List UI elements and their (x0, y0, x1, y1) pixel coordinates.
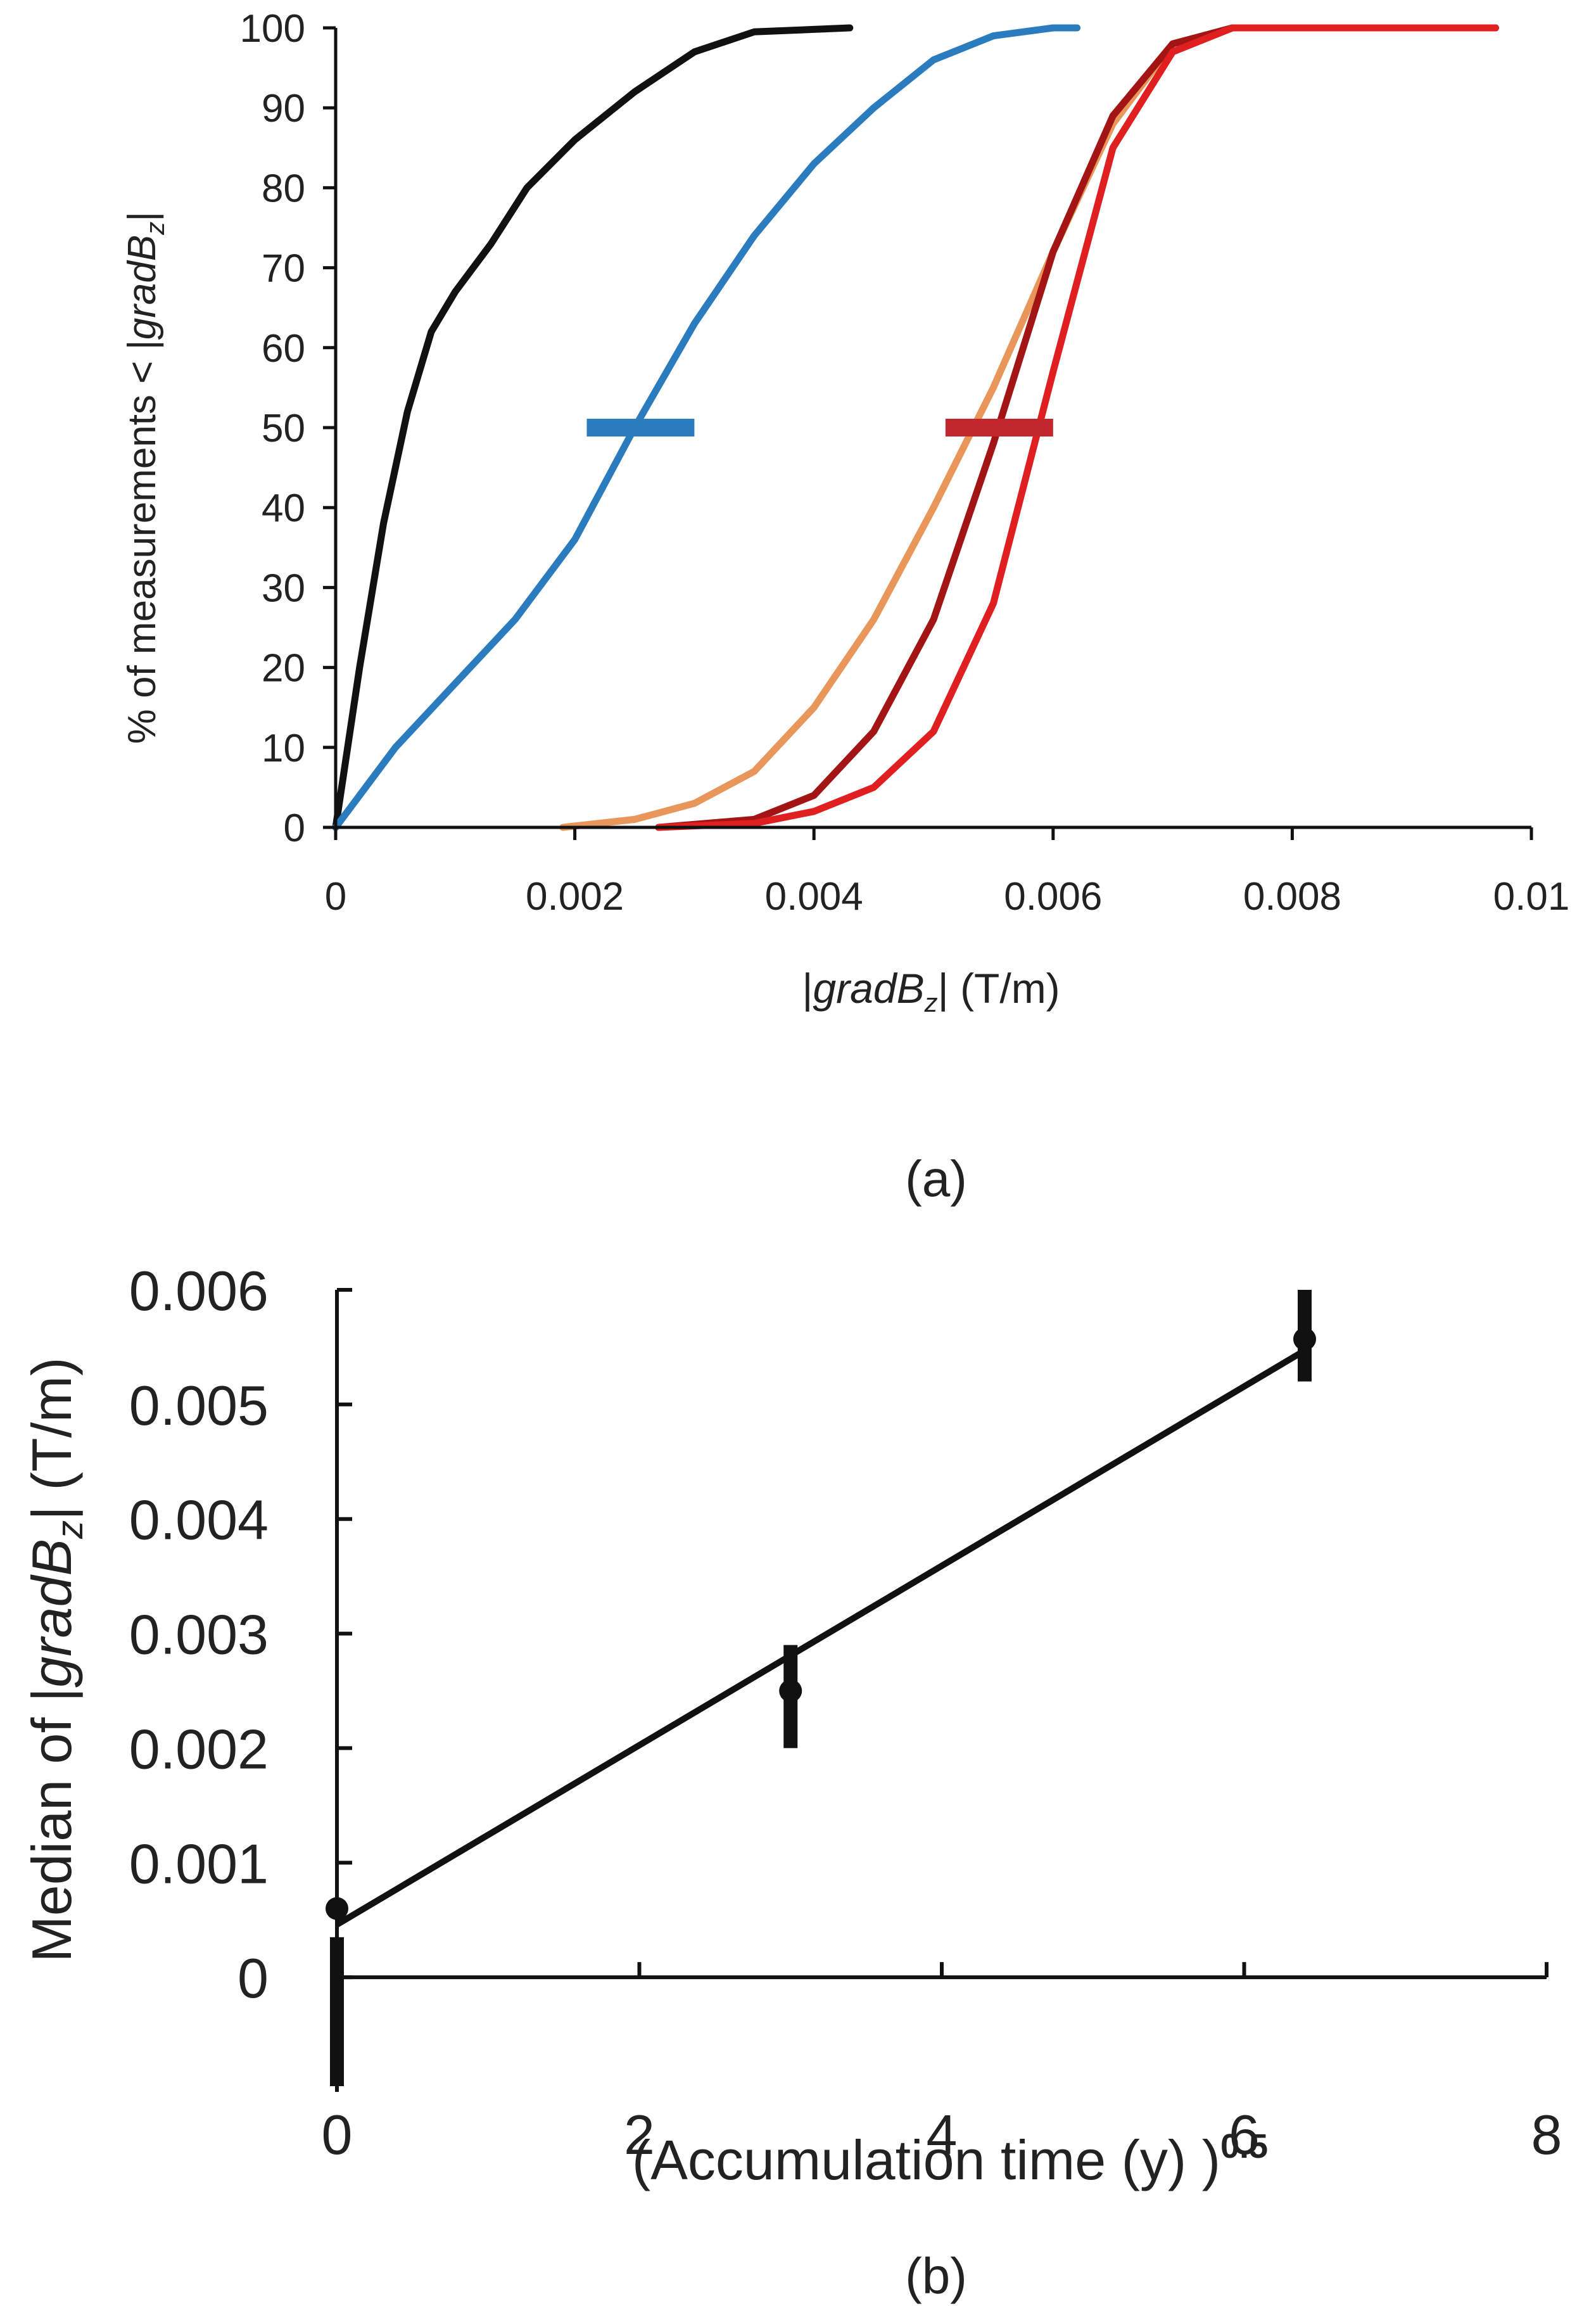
chart-a-y-axis-label-sub: z (140, 222, 170, 236)
y-tick-label: 0.001 (129, 1832, 269, 1895)
x-tick-label: 8 (1531, 2103, 1562, 2166)
y-tick-label: 0 (238, 1947, 269, 2010)
chart-a-x-tick-labels: 0 0.002 0.004 0.006 0.008 0.01 (325, 875, 1570, 919)
chart-b-median-vs-time: 0 2 4 6 8 0 0.001 0.002 0.003 0.004 0.005 0.006 (A… (20, 1259, 1562, 2304)
y-tick-label: 70 (262, 247, 305, 291)
chart-a-cdf: 0 0.002 0.004 0.006 0.008 0.01 0 10 20 30 40 50 60 7… (120, 7, 1569, 1207)
chart-a-series-group (332, 24, 1499, 831)
y-tick-label: 90 (262, 87, 305, 131)
x-tick-label: 2 (624, 2103, 655, 2166)
y-tick-label: 50 (262, 407, 305, 450)
x-tick-label: 0.002 (526, 875, 624, 919)
x-tick-label: 4 (927, 2103, 958, 2166)
chart-b-axes (335, 1288, 1548, 2092)
chart-a-y-axis-label: % of measurements < |gradBz| (120, 212, 170, 744)
chart-b-caption: (b) (905, 2248, 967, 2304)
x-tick-label: 0 (325, 875, 346, 919)
y-tick-label: 10 (262, 727, 305, 770)
data-point (1293, 1327, 1316, 1351)
chart-a-x-axis-label-sub: z (924, 988, 938, 1017)
chart-a-axes (323, 26, 1533, 840)
series-line-red (655, 24, 1499, 831)
chart-a-x-axis-label: |gradBz| (T/m) (802, 965, 1060, 1017)
chart-b-x-tick-labels: 0 2 4 6 8 (322, 2103, 1562, 2166)
chart-a-x-axis-label-var: gradB (813, 965, 924, 1012)
y-tick-label: 0.004 (129, 1489, 269, 1551)
chart-a-y-tick-labels: 0 10 20 30 40 50 60 70 80 90 100 (240, 7, 305, 850)
chart-b-x-axis-label-main: (Accumulation time (y) ) (632, 2129, 1220, 2191)
y-tick-label: 0.005 (129, 1374, 269, 1437)
chart-a-caption: (a) (905, 1150, 967, 1207)
y-tick-label: 0 (284, 806, 305, 850)
chart-a-x-axis-label-prefix: | (802, 965, 813, 1012)
chart-b-y-axis-label-prefix: Median of | (20, 1688, 83, 1963)
chart-b-fit-group (335, 1347, 1307, 1928)
y-tick-label: 0.003 (129, 1603, 269, 1666)
chart-a-y-axis-label-prefix: % of measurements < | (120, 340, 164, 744)
y-tick-label: 60 (262, 327, 305, 371)
y-tick-label: 30 (262, 566, 305, 610)
chart-b-y-axis-label-suffix: | (T/m) (20, 1357, 83, 1520)
chart-b-y-axis-label-var: gradB (20, 1539, 83, 1688)
chart-b-x-axis-label-sup: 0.5 (1220, 2127, 1268, 2165)
chart-a-y-axis-label-suffix: | (120, 212, 164, 222)
data-point (779, 1679, 802, 1702)
y-tick-label: 0.002 (129, 1717, 269, 1780)
chart-a-x-axis-label-suffix: | (T/m) (938, 965, 1060, 1012)
x-tick-label: 6 (1229, 2103, 1260, 2166)
chart-b-y-axis-label-sub: z (49, 1520, 91, 1539)
y-tick-label: 0.006 (129, 1259, 269, 1322)
series-line-dark-red (655, 24, 1499, 831)
fit-line (335, 1347, 1307, 1928)
x-tick-label: 0.008 (1243, 875, 1341, 919)
x-tick-label: 0.01 (1493, 875, 1570, 919)
x-tick-label: 0.006 (1004, 875, 1102, 919)
chart-b-y-tick-labels: 0 0.001 0.002 0.003 0.004 0.005 0.006 (129, 1259, 269, 2010)
chart-a-y-axis-label-var: gradB (120, 235, 164, 340)
series-line-black (332, 24, 854, 831)
chart-b-x-axis-label: (Accumulation time (y) )0.5 (632, 2127, 1268, 2191)
y-tick-label: 20 (262, 647, 305, 691)
series-line-blue (332, 24, 1081, 831)
chart-b-y-axis-label: Median of |gradBz| (T/m) (20, 1357, 91, 1962)
x-tick-label: 0 (322, 2103, 353, 2166)
x-tick-label: 0.004 (765, 875, 863, 919)
y-tick-label: 100 (240, 7, 305, 51)
y-tick-label: 40 (262, 487, 305, 530)
y-tick-label: 80 (262, 167, 305, 210)
